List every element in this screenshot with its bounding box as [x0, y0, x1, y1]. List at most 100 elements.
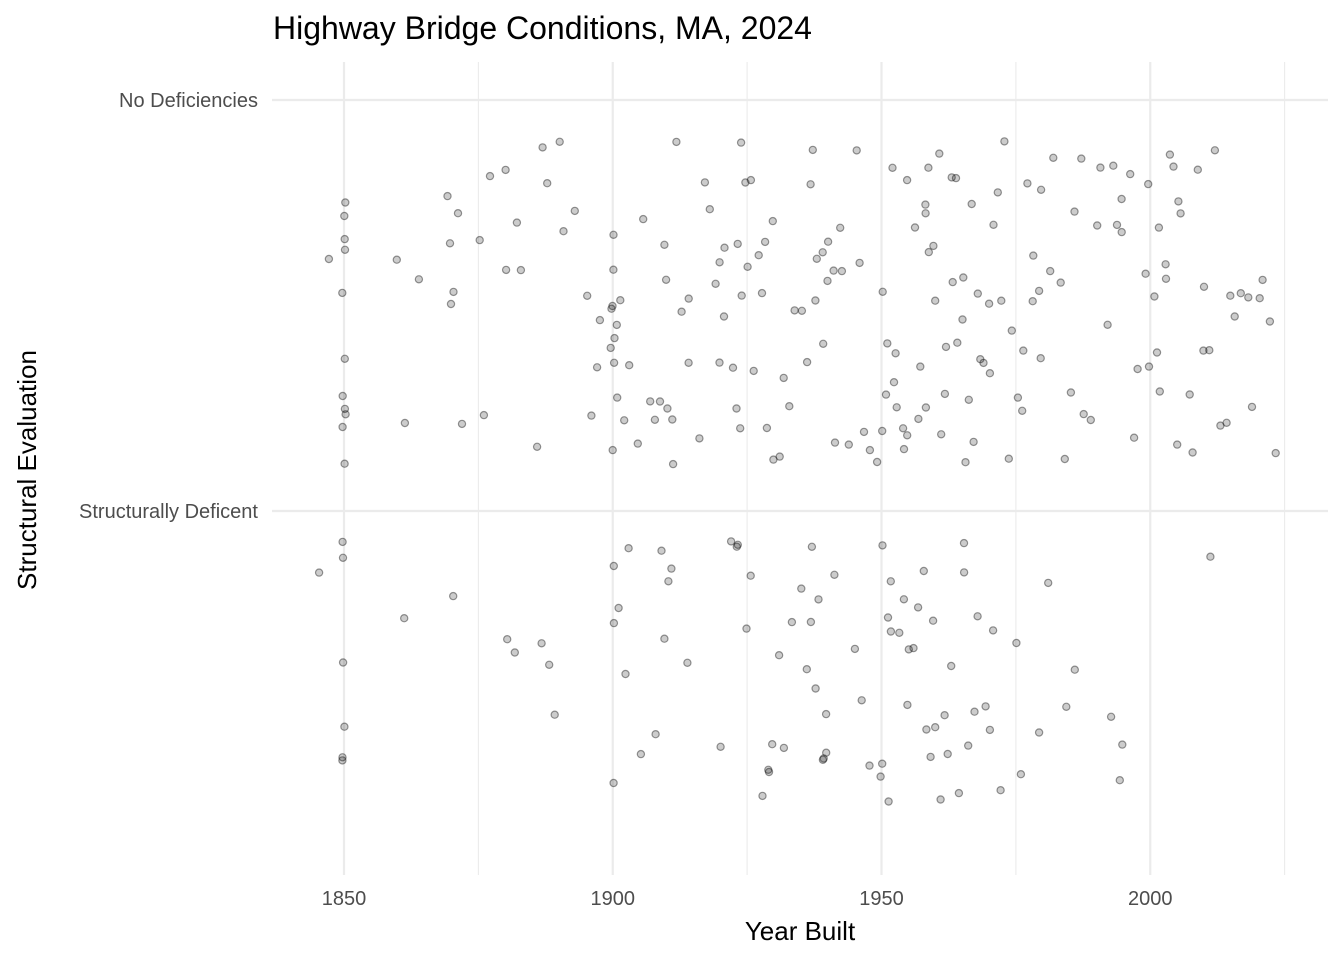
data-point: [720, 243, 729, 252]
data-point: [716, 742, 725, 752]
data-point: [779, 373, 788, 383]
data-point: [964, 741, 973, 750]
data-point: [812, 254, 822, 263]
data-point: [924, 247, 934, 257]
data-point: [443, 191, 452, 201]
data-point: [583, 291, 592, 300]
data-point: [1036, 354, 1045, 363]
data-point: [830, 438, 840, 447]
data-point: [684, 358, 693, 367]
data-point: [811, 296, 820, 305]
data-point: [1070, 665, 1080, 674]
data-point: [928, 616, 938, 625]
data-point: [737, 291, 746, 300]
data-point: [1165, 150, 1175, 159]
y-axis-title: Structural Evaluation: [12, 350, 42, 590]
data-point: [940, 389, 950, 399]
data-point: [811, 684, 820, 693]
data-point: [1141, 269, 1150, 278]
data-point: [1174, 197, 1183, 206]
data-point: [806, 617, 816, 627]
data-point: [903, 700, 912, 710]
data-point: [537, 639, 546, 648]
data-point: [663, 404, 672, 413]
data-point: [340, 245, 350, 254]
data-point: [1161, 274, 1171, 283]
data-point: [609, 561, 619, 571]
data-point: [910, 223, 920, 232]
data-point: [850, 644, 860, 654]
data-point: [510, 648, 519, 657]
data-point: [924, 163, 933, 172]
data-point: [625, 361, 634, 370]
data-point: [550, 710, 559, 719]
data-point: [775, 452, 784, 461]
x-tick-label: 1850: [322, 888, 367, 910]
data-point: [732, 404, 741, 413]
data-point: [340, 459, 349, 468]
data-point: [1016, 770, 1026, 779]
data-point: [1271, 448, 1280, 458]
data-point: [779, 743, 789, 753]
data-point: [1193, 165, 1203, 174]
data-point: [823, 237, 833, 246]
data-point: [797, 306, 807, 315]
data-point: [985, 725, 995, 735]
data-point: [1028, 297, 1037, 306]
data-point: [822, 748, 831, 757]
data-point: [757, 288, 767, 298]
data-point: [1129, 433, 1139, 442]
data-point: [943, 749, 952, 759]
data-point: [754, 250, 763, 260]
data-point: [340, 722, 349, 731]
data-point: [1154, 223, 1164, 232]
data-point: [609, 618, 619, 628]
y-tick-label: No Deficiencies: [119, 90, 258, 112]
data-point: [984, 299, 994, 308]
data-point: [769, 455, 778, 464]
data-point: [341, 198, 350, 207]
data-point: [479, 410, 489, 420]
data-point: [610, 333, 619, 343]
data-point: [606, 343, 615, 353]
data-point: [973, 289, 983, 298]
data-point: [1206, 552, 1215, 561]
data-point: [935, 149, 944, 158]
data-point: [886, 577, 896, 586]
data-point: [1103, 320, 1112, 329]
data-point: [891, 349, 900, 358]
data-point: [392, 255, 401, 264]
x-tick-labels: 1850 1900 1950 2000: [322, 888, 1173, 910]
data-point: [902, 175, 912, 185]
data-point: [881, 390, 891, 399]
data-point: [607, 304, 616, 313]
data-point: [807, 542, 817, 552]
data-point: [1106, 712, 1116, 722]
data-point: [979, 358, 988, 368]
data-point: [948, 277, 957, 287]
data-point: [660, 634, 669, 643]
data-point: [959, 273, 968, 282]
data-point: [1115, 776, 1125, 785]
data-point: [898, 424, 908, 433]
data-point: [1155, 387, 1165, 396]
data-point: [878, 759, 887, 768]
data-point: [921, 200, 930, 209]
data-point: [449, 591, 458, 601]
data-point: [878, 287, 887, 296]
data-point: [878, 541, 887, 550]
data-point: [668, 459, 678, 469]
data-point: [909, 643, 918, 653]
data-point: [338, 391, 347, 401]
data-point: [636, 749, 646, 759]
data-point: [501, 165, 510, 175]
data-point: [852, 146, 861, 155]
data-point: [338, 288, 347, 298]
data-point: [338, 753, 347, 762]
data-point: [1117, 227, 1126, 237]
y-tick-labels: No Deficiencies Structurally Deficent: [79, 90, 258, 523]
data-point: [624, 544, 633, 553]
data-point: [895, 628, 904, 638]
data-point: [338, 658, 348, 667]
data-point: [655, 397, 665, 406]
